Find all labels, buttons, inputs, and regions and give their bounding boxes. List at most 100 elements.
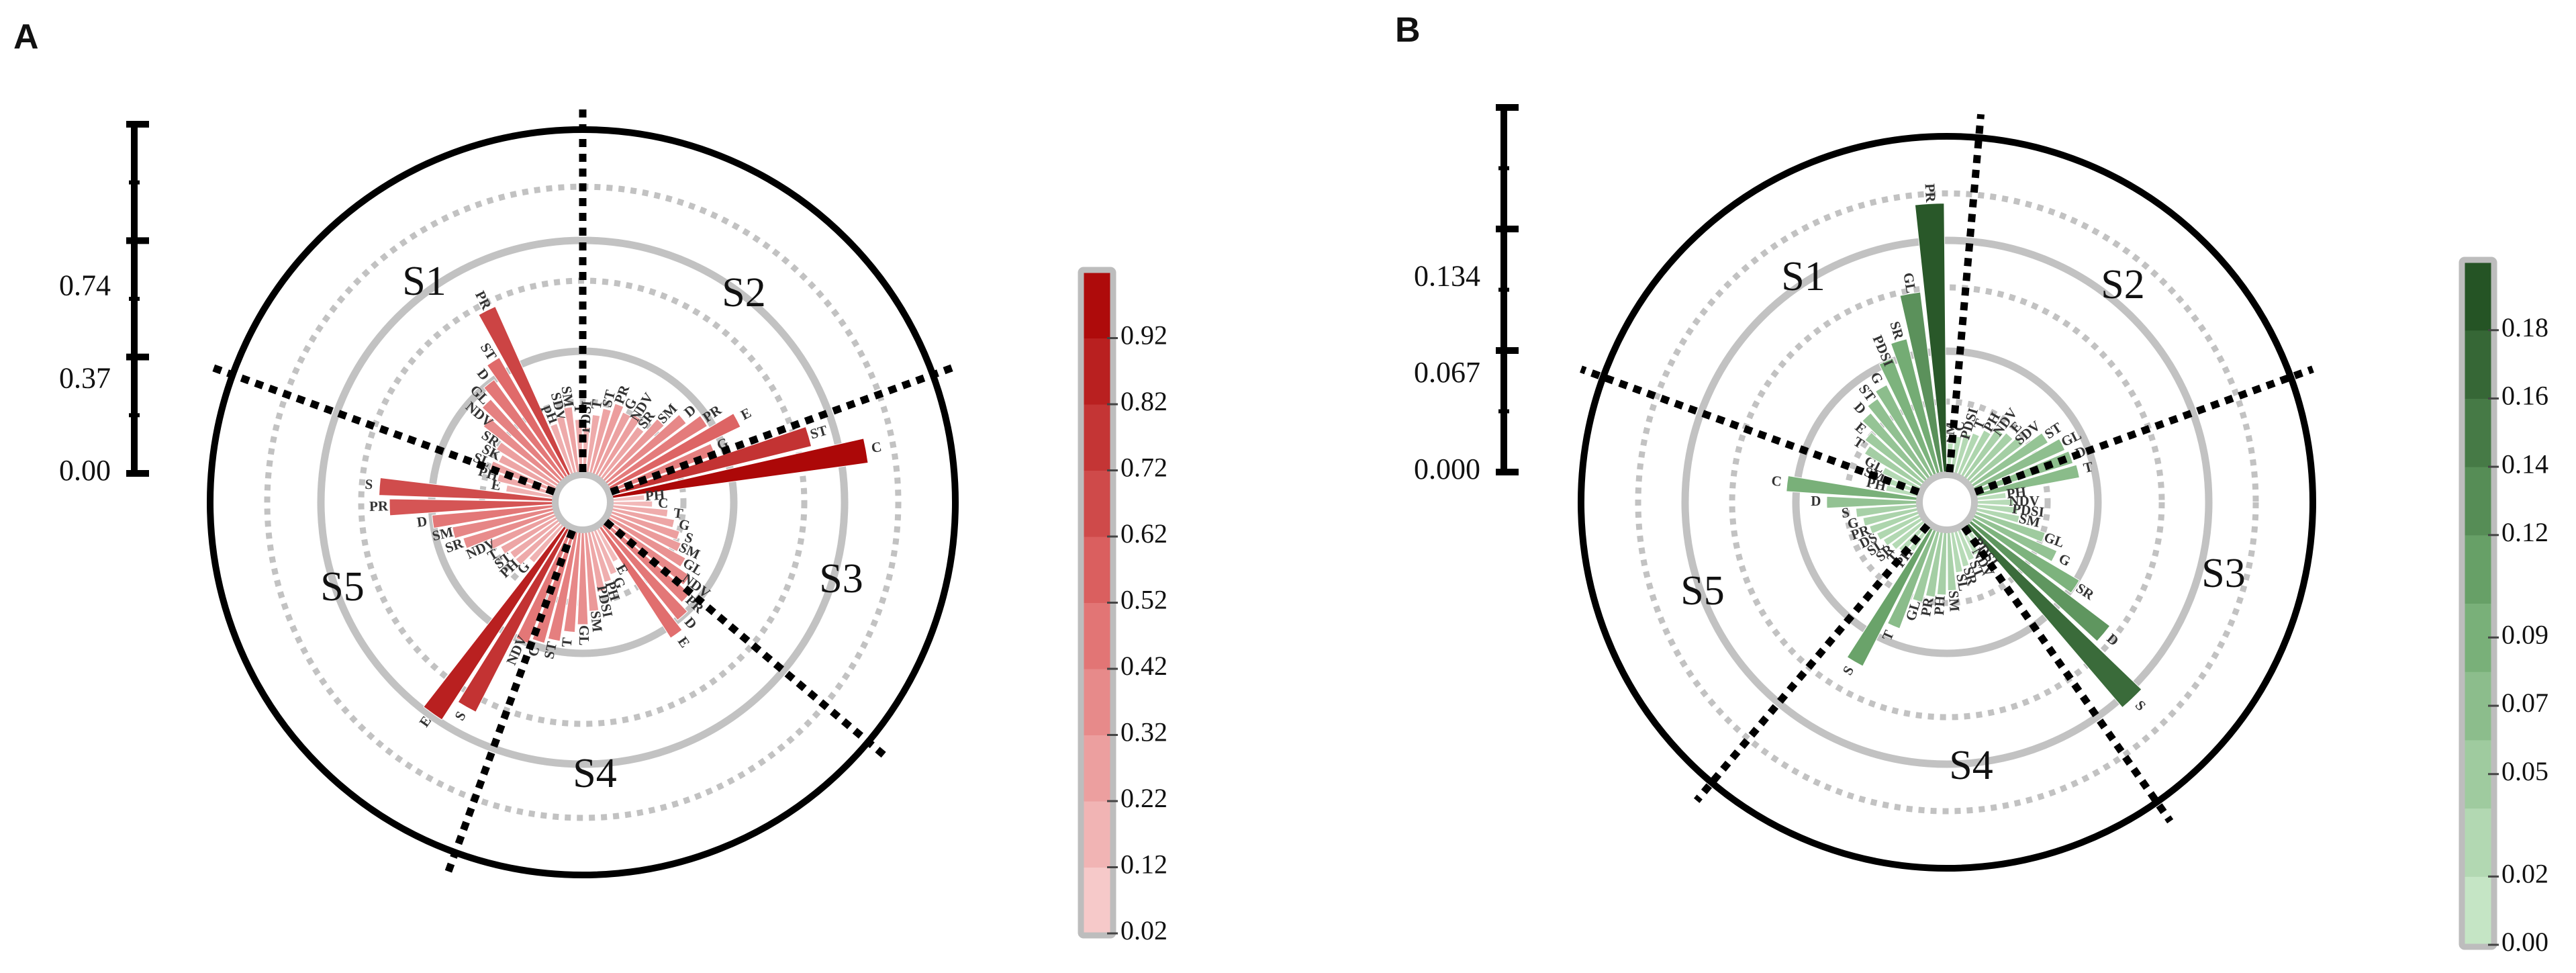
panel-b-grid-ring-3 [1729,284,2165,721]
panel-b-sector-label-4: S4 [1949,743,1993,788]
panel-b-scale-axis: 0.000 0.067 0.134 [1414,104,1519,485]
panel-b-colorbar-tick-label-4: 0.09 [2501,620,2548,650]
panel-a-bar-label-s3-8: ST [540,640,560,660]
panel-b-sector-label-3: S3 [2201,551,2245,596]
panel-b-colorbar-tick-label-8: 0.18 [2501,312,2548,342]
panel-a-sector-label-1: S1 [402,259,446,304]
panel-a-sector-label-2: S2 [722,270,765,316]
panel-b-center-hole [1916,471,1978,533]
panel-b-colorbar-step-3 [2464,739,2492,809]
panel-b-colorbar-frame [2459,257,2497,950]
panel-b-colorbar-tick-label-6: 0.14 [2501,449,2548,479]
panel-b-colorbar: 0.00 0.02 0.05 0.07 0.09 0.12 0.14 0.16 0.18 [2459,257,2548,957]
panel-b-colorbar-step-5 [2464,603,2492,672]
panel-b-bar-label-s4-8: S [1841,504,1850,521]
panel-a-letter: A [13,17,39,56]
panel-b-colorbar-tick-label-3: 0.07 [2501,688,2548,718]
panel-b-grid-ring-4 [1681,236,2213,768]
panel-b-colorbar-tick-label-7: 0.16 [2501,381,2548,411]
panel-b-bar-label-s2-9: S [2132,697,2149,714]
panel-a-colorbar-tick-label-3: 0.32 [1120,717,1167,747]
panel-a-colorbar-step-2 [1083,801,1111,868]
panel-a-bar-label-s3-5: SM [587,610,606,633]
panel-b-bar-label-s4-7: G [1846,514,1860,532]
panel-a-bar-label-s2-3: T [673,504,684,522]
panel-b-scale-tick-label-2: 0.134 [1414,259,1480,292]
panel-b-bar-label-s4-10: C [1770,472,1782,490]
panel-b-colorbar-tick-label-0: 0.00 [2501,927,2548,957]
panel-b-sector-divider-3 [1961,524,2174,824]
panel-a-colorbar-tick-label-5: 0.52 [1120,585,1167,615]
panel-a-center-hole [552,471,614,533]
panel-a-scale-tick-label-0: 0.00 [59,454,111,487]
panel-a-grid-ring-4 [317,236,849,768]
panel-b-colorbar-step-10 [2464,262,2492,331]
panel-a-colorbar-step-7 [1083,470,1111,537]
panel-a-bar-label-s3-7: T [559,637,575,647]
panel-b-colorbar-step-7 [2464,467,2492,536]
panel-b-sector-divider-1 [1946,113,1985,473]
panel-b-sector-label-2: S2 [2101,262,2144,308]
panel-a-bar-label-s1-11: E [738,404,754,423]
panel-a-sector-divider-4 [444,529,576,876]
panel-b-bar-label-s2-2: NDV [2009,493,2040,509]
panel-a-bar-label-s4-9: PR [369,498,389,514]
panel-b-bar-label-s2-6: G [2056,550,2073,569]
panel-a-sector-label-3: S3 [819,556,863,602]
panel-b-bar-label-s3-6: SM [1946,590,1963,612]
panel-b-colorbar-step-6 [2464,535,2492,604]
panel-b-sector-label-1: S1 [1781,254,1825,299]
panel-a-bar-label-s3-6: GL [576,625,592,645]
panel-b-bar-label-s5-10: SR [1887,320,1907,342]
panel-a-colorbar-step-4 [1083,669,1111,735]
panel-b-bar-label-s3-7: PH [1931,595,1948,616]
panel-a-bar-label-s1-14: C [870,438,883,456]
panel-b-colorbar-step-8 [2464,398,2492,467]
panel-a-sector-divider-2 [610,363,957,496]
panel-a-colorbar-tick-label-8: 0.82 [1120,386,1167,416]
panel-b-grid-ring-5 [1635,190,2259,815]
panel-b-bar-label-s2-1: PH [2005,483,2027,502]
panel-b-colorbar-step-1 [2464,876,2492,945]
panel-b-sector-label-5: S5 [1680,568,1724,614]
panel-b-bar-label-s5-12: PR [1922,183,1940,203]
panel-b-bar-label-s1-12: T [2082,459,2095,477]
panel-b-bar-label-s5-11: GL [1900,271,1919,294]
panel-a-colorbar-step-1 [1083,867,1111,934]
panel-a-bar-label-s5-13: SM [558,385,577,408]
panel-a-bar-label-s2-2: C [658,495,669,511]
panel-a-colorbar-tick-label-2: 0.22 [1120,783,1167,813]
panel-a-colorbar-tick-label-6: 0.62 [1120,518,1167,549]
panel-a-scale-tick-label-2: 0.74 [59,269,111,302]
panel-a-sector-divider-5 [209,363,556,496]
panel-a-colorbar-tick-label-1: 0.12 [1120,849,1167,880]
panel-a-colorbar-step-5 [1083,602,1111,669]
panel-b-outer-ring [1578,133,2316,872]
panel-a-bar-label-s3-11: S [451,708,469,723]
panel-a-sector-label-4: S4 [573,751,616,796]
panel-a-colorbar-tick-label-4: 0.42 [1120,651,1167,681]
panel-a-bar-label-s2-11: E [675,633,694,650]
panel-b-colorbar-step-4 [2464,671,2492,741]
panel-a-bar-label-s2-4: G [677,516,691,534]
panel-a-grid-ring-3 [358,277,808,727]
panel-b-scale-tick-label-1: 0.067 [1414,356,1480,389]
panel-b-bar-label-s4-9: D [1811,493,1821,509]
panel-b-colorbar-tick-label-1: 0.02 [2501,858,2548,888]
panel-a-colorbar: 0.02 0.12 0.22 0.32 0.42 0.52 0.62 0.72 0.82 0.92 [1078,267,1167,945]
panel-a-colorbar-tick-label-9: 0.92 [1120,320,1167,351]
panel-b-colorbar-tick-label-5: 0.12 [2501,517,2548,547]
panel-a-colorbar-tick-label-0: 0.02 [1120,915,1167,945]
panel-a-colorbar-step-6 [1083,537,1111,603]
panel-a-bar-label-s4-10: S [365,476,374,493]
panel-a-colorbar-tick-label-7: 0.72 [1120,453,1167,483]
panel-a-colorbar-step-9 [1083,338,1111,405]
panel-b-bar-label-s3-11: S [1840,663,1858,678]
panel-b-colorbar-step-9 [2464,330,2492,399]
panel-a-scale-axis: 0.00 0.37 0.74 [59,121,149,487]
panel-a-sector-divider-3 [603,518,889,760]
panel-b-sector-divider-2 [1974,365,2314,496]
panel-b-chart: B SMCPDSITPHNDVESDVSTGLDTPHNDVPDSISMGLGS… [1395,11,2548,957]
panel-b-sector-divider-4 [1693,522,1931,803]
